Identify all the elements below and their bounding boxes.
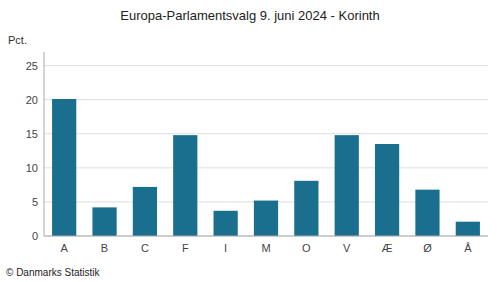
y-tick-label: 20 <box>26 94 38 106</box>
footer: © Danmarks Statistik <box>6 267 101 278</box>
x-axis-line <box>44 236 488 237</box>
y-tick-label: 5 <box>32 196 38 208</box>
grid-line <box>44 133 488 134</box>
x-tick-label: Å <box>464 242 472 254</box>
bar <box>254 201 278 236</box>
y-tick-label: 15 <box>26 128 38 140</box>
bar <box>294 181 318 236</box>
y-tick-label: 10 <box>26 162 38 174</box>
x-tick-label: V <box>343 242 351 254</box>
chart-container: Europa-Parlamentsvalg 9. juni 2024 - Kor… <box>0 0 500 282</box>
x-tick-label: I <box>224 242 227 254</box>
grid-line <box>44 167 488 168</box>
bar <box>415 190 439 236</box>
chart-svg: Europa-Parlamentsvalg 9. juni 2024 - Kor… <box>0 0 500 282</box>
x-tick-label: A <box>61 242 69 254</box>
bar <box>335 135 359 236</box>
x-tick-label: O <box>302 242 311 254</box>
grid <box>44 66 488 236</box>
bar <box>214 211 238 236</box>
bar <box>92 207 116 236</box>
title: Europa-Parlamentsvalg 9. juni 2024 - Kor… <box>120 8 379 23</box>
x-tick-label: M <box>261 242 270 254</box>
grid-line <box>44 236 488 237</box>
grid-line <box>44 99 488 100</box>
x-tick-label: Ø <box>423 242 432 254</box>
bar <box>133 187 157 236</box>
y-tick-label: 25 <box>26 60 38 72</box>
x-tick-label: Æ <box>382 242 393 254</box>
y-axis-label: Pct. <box>8 34 27 46</box>
bar <box>375 144 399 236</box>
bars <box>52 99 480 236</box>
y-tick-label: 0 <box>32 230 38 242</box>
x-tick-label: F <box>182 242 189 254</box>
x-tick-label: C <box>141 242 149 254</box>
y-axis-line <box>44 52 45 236</box>
bar <box>52 99 76 236</box>
bar <box>173 135 197 236</box>
grid-line <box>44 65 488 66</box>
bar <box>456 222 480 236</box>
x-tick-label: B <box>101 242 108 254</box>
